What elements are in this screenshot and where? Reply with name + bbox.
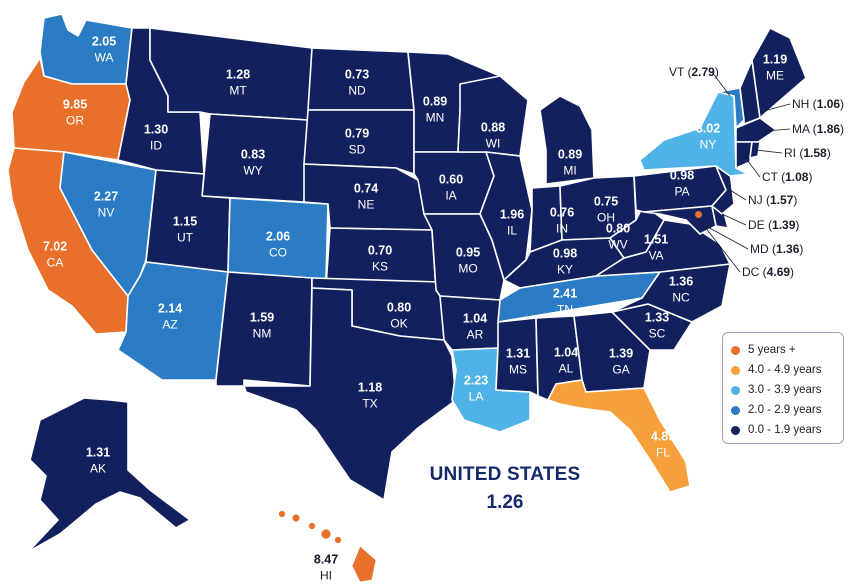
legend-swatch xyxy=(731,365,740,375)
callout-ct: CT (1.08) xyxy=(762,170,813,184)
state-ny xyxy=(639,91,749,177)
callout-nh: NH (1.06) xyxy=(792,97,845,111)
state-wy xyxy=(201,113,309,203)
national-total: UNITED STATES 1.26 xyxy=(430,464,581,514)
national-value: 1.26 xyxy=(486,492,524,513)
state-vt xyxy=(717,87,745,129)
legend: 5 years + 4.0 - 4.9 years 3.0 - 3.9 year… xyxy=(722,332,844,444)
state-ia xyxy=(413,151,495,215)
callout-md: MD (1.36) xyxy=(750,242,804,256)
state-ri xyxy=(749,141,761,159)
callout-dc: DC (4.69) xyxy=(742,265,795,279)
state-nm xyxy=(215,271,313,387)
state-sd xyxy=(303,109,415,175)
callout-de: DE (1.39) xyxy=(748,218,800,232)
legend-swatch xyxy=(731,385,740,395)
state-co xyxy=(227,197,329,281)
state-ak xyxy=(27,397,191,553)
state-wv xyxy=(609,199,665,259)
legend-swatch xyxy=(731,425,740,435)
callout-nj: NJ (1.57) xyxy=(748,193,798,207)
state-mi xyxy=(539,95,595,185)
legend-item: 3.0 - 3.9 years xyxy=(731,380,835,400)
state-tx xyxy=(243,287,457,501)
state-nd xyxy=(307,47,415,111)
legend-item: 0.0 - 1.9 years xyxy=(731,420,835,440)
state-fl xyxy=(547,379,691,493)
state-ma xyxy=(735,117,777,143)
callout-vt: VT (2.79) xyxy=(669,65,719,79)
state-mt xyxy=(149,27,313,121)
dc-marker xyxy=(695,211,702,218)
legend-item: 4.0 - 4.9 years xyxy=(731,360,835,380)
national-title: UNITED STATES xyxy=(429,464,581,485)
callout-leaders xyxy=(697,71,791,273)
legend-item: 2.0 - 2.9 years xyxy=(731,400,835,420)
state-ms xyxy=(495,317,539,397)
callout-ma: MA (1.86) xyxy=(792,122,845,136)
legend-swatch xyxy=(731,405,740,415)
state-wa xyxy=(39,13,133,85)
state-wi xyxy=(457,75,529,157)
state-ar xyxy=(439,295,501,351)
callout-ri: RI (1.58) xyxy=(784,146,831,160)
state-hi xyxy=(278,510,377,583)
legend-item: 5 years + xyxy=(731,340,835,360)
legend-swatch xyxy=(731,345,740,355)
